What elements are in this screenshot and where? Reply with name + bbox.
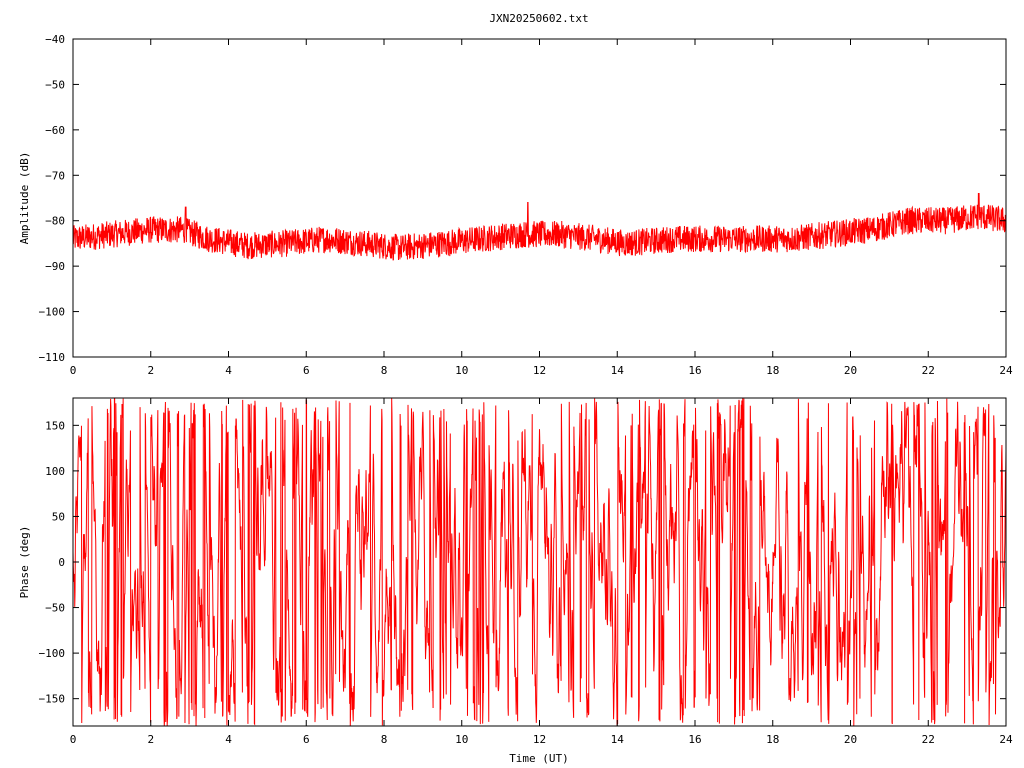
phase-y-tick-label: −50 bbox=[45, 602, 65, 615]
amplitude-y-tick-label: −40 bbox=[45, 33, 65, 46]
amplitude-x-tick-label: 24 bbox=[999, 364, 1013, 377]
chart-title: JXN20250602.txt bbox=[489, 12, 588, 25]
amplitude-x-tick-label: 20 bbox=[844, 364, 857, 377]
phase-y-tick-label: −150 bbox=[39, 693, 66, 706]
phase-y-tick-label: 100 bbox=[45, 465, 65, 478]
amplitude-y-tick-label: −80 bbox=[45, 215, 65, 228]
phase-y-tick-label: 150 bbox=[45, 419, 65, 432]
amplitude-x-tick-label: 12 bbox=[533, 364, 546, 377]
phase-x-tick-label: 6 bbox=[303, 733, 310, 746]
phase-x-tick-label: 0 bbox=[70, 733, 77, 746]
amplitude-x-tick-label: 4 bbox=[225, 364, 232, 377]
amplitude-panel: 0 2 4 6 8 10 12 14 16 18 20 22 24−110−100−90−80−70−6… bbox=[39, 33, 1013, 377]
phase-x-tick-label: 24 bbox=[999, 733, 1013, 746]
amplitude-x-tick-label: 14 bbox=[611, 364, 625, 377]
phase-axis-label: Phase (deg) bbox=[18, 526, 31, 599]
phase-y-tick-label: 0 bbox=[58, 556, 65, 569]
amplitude-x-tick-label: 8 bbox=[381, 364, 388, 377]
amplitude-axis-label: Amplitude (dB) bbox=[18, 152, 31, 245]
phase-x-tick-label: 8 bbox=[381, 733, 388, 746]
amplitude-y-tick-label: −60 bbox=[45, 124, 65, 137]
phase-x-tick-label: 10 bbox=[455, 733, 468, 746]
amplitude-y-tick-label: −50 bbox=[45, 78, 65, 91]
phase-x-tick-label: 12 bbox=[533, 733, 546, 746]
time-axis-label: Time (UT) bbox=[509, 752, 569, 765]
amplitude-x-tick-label: 6 bbox=[303, 364, 310, 377]
amplitude-y-tick-label: −100 bbox=[39, 306, 66, 319]
amplitude-series-line bbox=[73, 192, 1006, 261]
amplitude-x-tick-label: 0 bbox=[70, 364, 77, 377]
phase-x-tick-label: 2 bbox=[147, 733, 154, 746]
amplitude-x-tick-label: 18 bbox=[766, 364, 779, 377]
phase-y-tick-label: 50 bbox=[52, 510, 65, 523]
amplitude-plot-frame bbox=[72, 38, 1007, 358]
amplitude-y-tick-label: −70 bbox=[45, 169, 65, 182]
phase-x-tick-label: 22 bbox=[922, 733, 935, 746]
amplitude-y-tick-label: −110 bbox=[39, 351, 66, 364]
phase-x-tick-label: 20 bbox=[844, 733, 857, 746]
phase-x-tick-label: 16 bbox=[688, 733, 701, 746]
phase-x-tick-label: 4 bbox=[225, 733, 232, 746]
amplitude-y-tick-label: −90 bbox=[45, 260, 65, 273]
phase-x-tick-label: 18 bbox=[766, 733, 779, 746]
amplitude-x-tick-label: 16 bbox=[688, 364, 701, 377]
amplitude-x-tick-label: 10 bbox=[455, 364, 468, 377]
phase-panel: 0 2 4 6 8 10 12 14 16 18 20 22 24−150−100−5005010015… bbox=[39, 397, 1013, 746]
amplitude-x-tick-label: 2 bbox=[147, 364, 154, 377]
phase-y-tick-label: −100 bbox=[39, 647, 66, 660]
phase-series-line bbox=[73, 398, 1006, 726]
phase-x-tick-label: 14 bbox=[611, 733, 625, 746]
amplitude-x-tick-label: 22 bbox=[922, 364, 935, 377]
